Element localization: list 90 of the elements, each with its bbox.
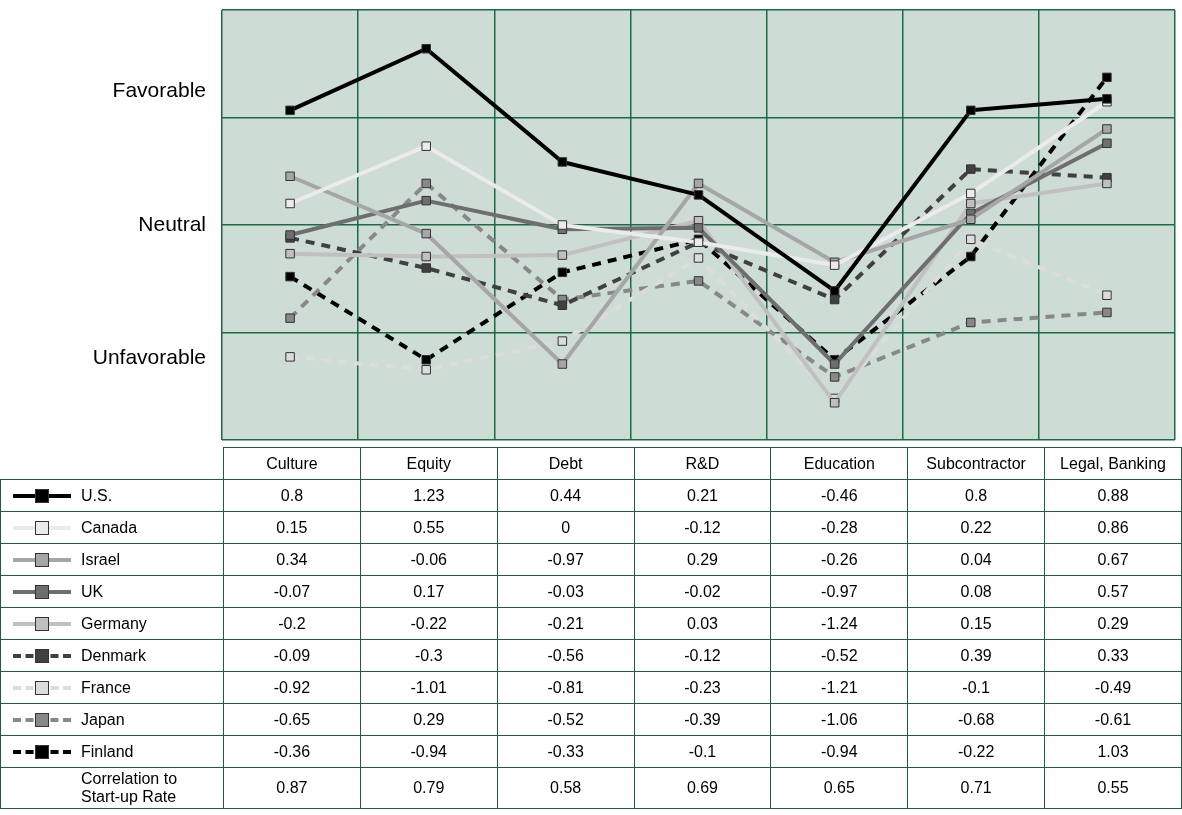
legend-label: Finland: [81, 742, 134, 760]
data-label: -0.68: [907, 703, 1045, 736]
data-label: 0.29: [360, 703, 498, 736]
data-label: -0.94: [360, 735, 498, 768]
data-label: 0.33: [1044, 639, 1182, 672]
x-tick-label: Education: [770, 447, 908, 480]
data-label: -0.1: [634, 735, 771, 768]
legend-label: France: [81, 678, 131, 696]
legend-label: Israel: [81, 550, 121, 568]
data-label: -0.07: [223, 575, 361, 608]
x-tick-label: Equity: [360, 447, 498, 480]
data-label: -0.26: [770, 543, 908, 576]
data-label: 0.88: [1044, 479, 1182, 512]
data-label: 0.03: [634, 607, 771, 640]
data-label: 0.86: [1044, 511, 1182, 544]
text: 0.58: [497, 767, 635, 809]
data-label: -0.46: [770, 479, 908, 512]
data-label: -1.21: [770, 671, 908, 704]
data-label: 0.17: [360, 575, 498, 608]
x-tick-label: Culture: [223, 447, 361, 480]
legend-label: Canada: [81, 518, 138, 536]
legend-label: Denmark: [81, 646, 146, 664]
data-label: 0.39: [907, 639, 1045, 672]
text: 0.87: [223, 767, 361, 809]
data-label: -1.01: [360, 671, 498, 704]
data-label: -0.06: [360, 543, 498, 576]
data-label: -0.21: [497, 607, 635, 640]
legend-label: Germany: [81, 614, 147, 632]
data-label: -0.94: [770, 735, 908, 768]
data-label: -0.1: [907, 671, 1045, 704]
data-label: -0.12: [634, 511, 771, 544]
data-label: 0.34: [223, 543, 361, 576]
data-label: 1.03: [1044, 735, 1182, 768]
data-label: 0.44: [497, 479, 635, 512]
x-tick-label: Subcontractor: [907, 447, 1045, 480]
data-label: 0.15: [907, 607, 1045, 640]
data-label: -1.24: [770, 607, 908, 640]
text: Correlation to Start-up Rate: [0, 767, 224, 809]
data-label: 1.23: [360, 479, 498, 512]
data-label: -0.02: [634, 575, 771, 608]
data-label: -0.49: [1044, 671, 1182, 704]
legend-label: UK: [81, 582, 104, 600]
x-tick-label: R&D: [634, 447, 771, 480]
data-label: -0.28: [770, 511, 908, 544]
data-label: -0.56: [497, 639, 635, 672]
text: 0.69: [634, 767, 771, 809]
text: Neutral: [138, 211, 206, 235]
data-label: 0.29: [1044, 607, 1182, 640]
data-label: -0.03: [497, 575, 635, 608]
data-label: -0.81: [497, 671, 635, 704]
data-label: -0.22: [360, 607, 498, 640]
text: 0.71: [907, 767, 1045, 809]
data-label: -0.36: [223, 735, 361, 768]
data-label: -0.09: [223, 639, 361, 672]
data-label: 0.22: [907, 511, 1045, 544]
legend-label: Japan: [81, 710, 125, 728]
data-label: -0.65: [223, 703, 361, 736]
data-label: 0.57: [1044, 575, 1182, 608]
data-label: 0.04: [907, 543, 1045, 576]
data-label: -0.2: [223, 607, 361, 640]
data-label: 0.55: [360, 511, 498, 544]
data-label: -0.52: [770, 639, 908, 672]
data-label: 0.15: [223, 511, 361, 544]
x-tick-label: Legal, Banking: [1044, 447, 1182, 480]
data-label: -0.22: [907, 735, 1045, 768]
text: 0.65: [770, 767, 908, 809]
data-label: 0.8: [223, 479, 361, 512]
data-label: -0.33: [497, 735, 635, 768]
data-label: -0.97: [770, 575, 908, 608]
data-label: 0.8: [907, 479, 1045, 512]
data-label: -0.92: [223, 671, 361, 704]
data-label: -1.06: [770, 703, 908, 736]
data-label: 0.67: [1044, 543, 1182, 576]
data-label: 0: [497, 511, 635, 544]
data-label: -0.97: [497, 543, 635, 576]
data-label: 0.29: [634, 543, 771, 576]
data-label: -0.52: [497, 703, 635, 736]
text: Favorable: [112, 78, 206, 102]
data-label: -0.61: [1044, 703, 1182, 736]
legend-label: U.S.: [81, 486, 113, 504]
text: 0.55: [1044, 767, 1182, 809]
data-label: 0.21: [634, 479, 771, 512]
data-label: -0.12: [634, 639, 771, 672]
text: 0.79: [360, 767, 498, 809]
text: Unfavorable: [92, 345, 206, 369]
data-label: -0.23: [634, 671, 771, 704]
data-label: -0.39: [634, 703, 771, 736]
data-label: -0.3: [360, 639, 498, 672]
data-label: 0.08: [907, 575, 1045, 608]
x-tick-label: Debt: [497, 447, 635, 480]
